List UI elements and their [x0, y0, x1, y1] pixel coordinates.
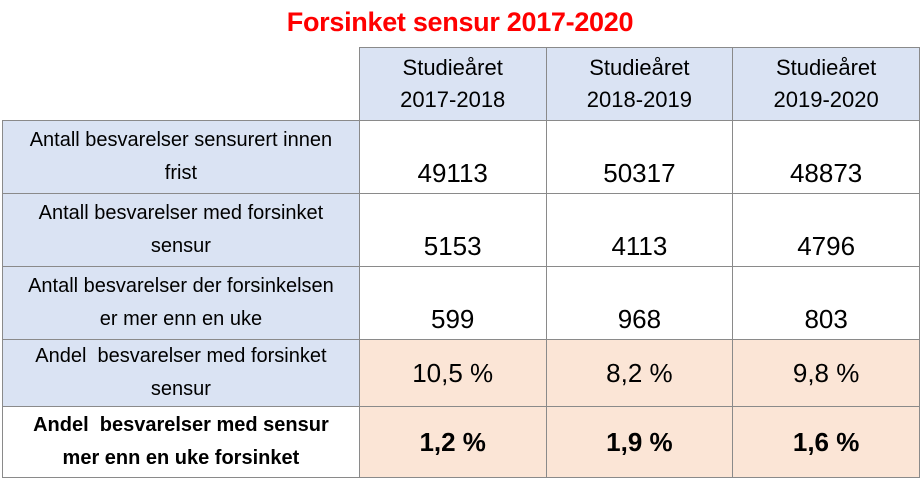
table-row: Antall besvarelser sensurert innen frist… [2, 120, 920, 194]
row-label-line2: sensur [150, 378, 211, 400]
table-cell: 968 [545, 266, 734, 340]
corner-cell [2, 47, 360, 121]
row-label-line1: Andel besvarelser med sensur [33, 414, 329, 436]
table-cell: 1,9 % [545, 406, 734, 478]
table-row: Antall besvarelser der forsinkelsen er m… [2, 266, 920, 340]
table-cell: 1,6 % [732, 406, 920, 478]
table-cell: 803 [732, 266, 920, 340]
table-cell: 599 [358, 266, 547, 340]
table-cell: 9,8 % [732, 339, 920, 407]
column-header-2017-2018: Studieåret 2017-2018 [358, 47, 547, 121]
table-row: Antall besvarelser med forsinket sensur … [2, 193, 920, 267]
row-header: Antall besvarelser med forsinket sensur [2, 193, 360, 267]
row-header: Antall besvarelser sensurert innen frist [2, 120, 360, 194]
table-cell: 48873 [732, 120, 920, 194]
delayed-grading-table: Studieåret 2017-2018 Studieåret 2018-201… [2, 47, 920, 478]
row-label-line2: sensur [150, 235, 211, 257]
row-label-line1: Antall besvarelser sensurert innen [29, 129, 333, 151]
table-cell: 4796 [732, 193, 920, 267]
row-label-line2: frist [164, 162, 198, 184]
row-label-line1: Antall besvarelser med forsinket [38, 202, 324, 224]
table-cell: 49113 [358, 120, 547, 194]
column-header-line2: 2019-2020 [773, 87, 879, 112]
row-header: Andel besvarelser med sensur mer enn en … [2, 406, 360, 478]
table-header-row: Studieåret 2017-2018 Studieåret 2018-201… [2, 47, 920, 121]
row-label-line2: mer enn en uke forsinket [62, 447, 300, 469]
table-cell: 1,2 % [358, 406, 547, 478]
table-cell: 5153 [358, 193, 547, 267]
column-header-line1: Studieåret [589, 55, 690, 80]
table-row: Andel besvarelser med sensur mer enn en … [2, 406, 920, 478]
table-cell: 10,5 % [358, 339, 547, 407]
column-header-line1: Studieåret [775, 55, 877, 80]
column-header-line2: 2018-2019 [586, 87, 693, 112]
row-label-line2: er mer enn en uke [99, 308, 263, 330]
row-header: Andel besvarelser med forsinket sensur [2, 339, 360, 407]
table-cell: 50317 [545, 120, 734, 194]
column-header-2019-2020: Studieåret 2019-2020 [732, 47, 920, 121]
table-cell: 8,2 % [545, 339, 734, 407]
table-cell: 4113 [545, 193, 734, 267]
row-header: Antall besvarelser der forsinkelsen er m… [2, 266, 360, 340]
column-header-2018-2019: Studieåret 2018-2019 [545, 47, 734, 121]
row-label-line1: Antall besvarelser der forsinkelsen [28, 275, 334, 297]
column-header-line1: Studieåret [402, 55, 503, 80]
table-row: Andel besvarelser med forsinket sensur 1… [2, 339, 920, 407]
row-label-line1: Andel besvarelser med forsinket [35, 345, 327, 367]
column-header-line2: 2017-2018 [400, 87, 506, 112]
page-title: Forsinket sensur 2017-2020 [286, 7, 634, 37]
